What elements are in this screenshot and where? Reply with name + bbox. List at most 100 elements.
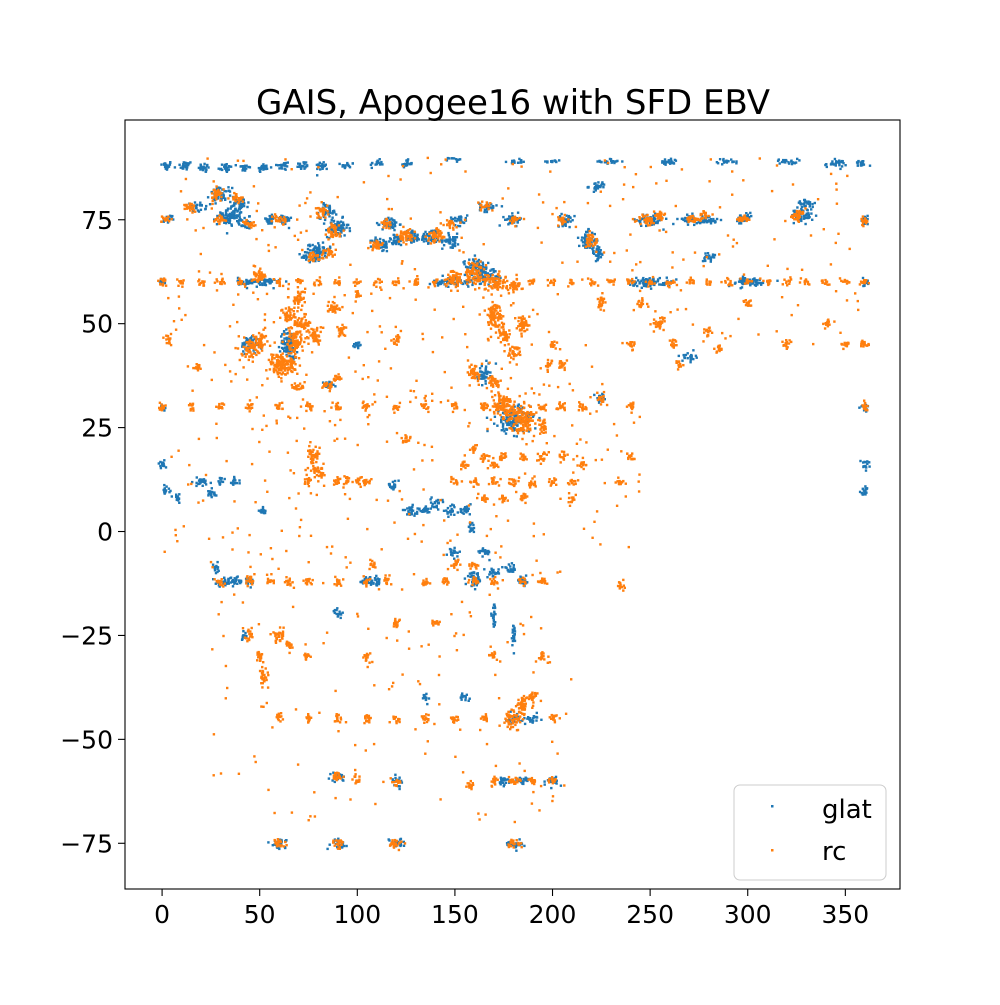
glat-point	[451, 551, 454, 555]
glat-point	[493, 623, 496, 626]
rc-point	[183, 207, 186, 211]
glat-point	[270, 280, 274, 283]
glat-point	[477, 576, 480, 579]
glat-point	[385, 245, 388, 248]
glat-point	[304, 161, 308, 164]
glat-point	[303, 251, 307, 254]
glat-point	[740, 286, 744, 289]
glat-point	[260, 282, 264, 285]
glat-point	[463, 509, 466, 512]
rc-point	[631, 277, 634, 281]
rc-point	[379, 286, 382, 289]
glat-point	[277, 164, 280, 167]
rc-point	[475, 278, 478, 282]
rc-point	[532, 278, 536, 281]
glat-point	[398, 838, 402, 841]
glat-point	[464, 506, 467, 509]
glat-point	[621, 160, 624, 163]
chart-title: GAIS, Apogee16 with SFD EBV	[256, 83, 770, 123]
glat-point	[493, 606, 497, 610]
rc-point	[797, 220, 800, 223]
glat-point	[739, 222, 743, 225]
rc-point	[641, 213, 644, 216]
glat-point	[866, 214, 869, 218]
glat-point	[553, 159, 557, 162]
glat-point	[453, 244, 457, 248]
glat-point	[244, 577, 248, 581]
glat-point	[681, 217, 684, 220]
glat-point	[484, 270, 487, 274]
rc-point	[331, 235, 335, 239]
glat-point	[463, 273, 467, 277]
glat-point	[551, 159, 554, 163]
glat-point	[304, 166, 307, 169]
glat-point	[324, 163, 327, 166]
glat-point	[517, 403, 520, 406]
glat-point	[598, 185, 601, 188]
rc-point	[235, 193, 238, 196]
glat-point	[378, 158, 381, 161]
rc-point	[434, 280, 438, 283]
glat-point	[161, 461, 165, 465]
glat-point	[599, 184, 603, 187]
glat-point	[464, 282, 467, 285]
glat-point	[454, 216, 457, 220]
glat-point	[182, 163, 185, 166]
glat-point	[374, 236, 377, 239]
rc-point	[750, 280, 754, 283]
glat-point	[464, 216, 467, 220]
glat-point	[581, 241, 585, 244]
glat-point	[494, 270, 497, 273]
rc-point	[429, 242, 433, 245]
rc-point	[449, 221, 452, 225]
glat-point	[670, 280, 673, 283]
glat-point	[453, 557, 456, 560]
rc-point	[502, 278, 505, 282]
glat-point	[508, 422, 512, 425]
glat-point	[739, 287, 742, 290]
rc-point	[283, 313, 287, 316]
rc-point	[280, 368, 283, 371]
glat-point	[722, 159, 725, 162]
glat-point	[285, 336, 288, 340]
glat-point	[451, 509, 454, 512]
glat-point	[606, 160, 609, 163]
rc-point	[377, 244, 380, 247]
glat-point	[522, 582, 525, 585]
glat-point	[565, 214, 568, 217]
glat-point	[425, 692, 428, 696]
rc-point	[330, 250, 334, 254]
glat-point	[204, 170, 208, 173]
glat-point	[857, 159, 860, 163]
rc-point	[402, 231, 405, 234]
glat-point	[462, 221, 466, 225]
rc-point	[215, 185, 218, 188]
glat-point	[469, 527, 472, 530]
glat-point	[184, 161, 187, 164]
glat-point	[222, 193, 225, 196]
glat-point	[187, 163, 190, 167]
rc-point	[161, 278, 164, 281]
glat-point	[654, 221, 657, 224]
glat-point	[328, 206, 332, 209]
rc-point	[435, 227, 438, 230]
glat-point	[224, 211, 228, 214]
glat-point	[277, 846, 280, 850]
rc-point	[561, 221, 565, 225]
glat-point	[438, 280, 441, 283]
glat-point	[260, 166, 263, 169]
rc-point	[215, 198, 218, 201]
glat-point	[235, 216, 238, 219]
rc-point	[666, 284, 670, 288]
points-layer	[157, 156, 872, 852]
glat-point	[445, 159, 449, 162]
rc-point	[479, 260, 482, 263]
rc-point	[413, 283, 416, 286]
rc-point	[646, 218, 650, 221]
rc-point	[567, 218, 570, 221]
rc-point	[476, 262, 479, 265]
rc-point	[285, 319, 289, 323]
rc-point	[588, 244, 591, 248]
rc-point	[530, 279, 533, 282]
glat-point	[328, 380, 331, 384]
